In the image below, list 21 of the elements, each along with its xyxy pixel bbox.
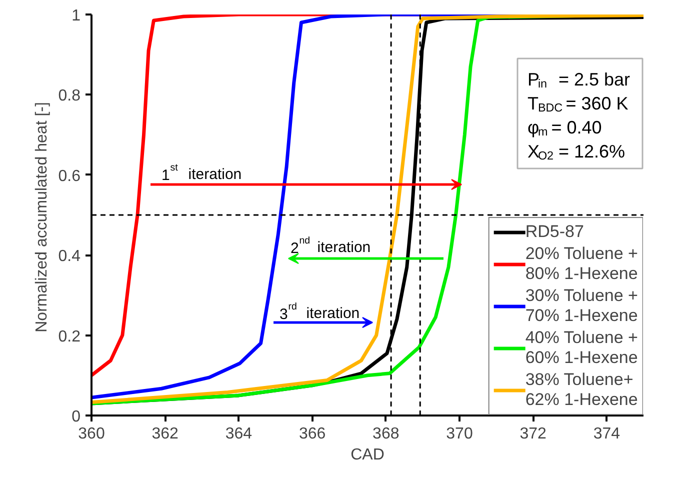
x-tick-label: 360 xyxy=(78,426,105,442)
x-tick-label: 370 xyxy=(446,426,473,442)
legend-label: 38% Toluene+ 62% 1-Hexene xyxy=(525,370,638,410)
y-axis-title: Normalized accumulated heat [-] xyxy=(33,102,50,332)
legend-label: 30% Toluene + 70% 1-Hexene xyxy=(525,286,638,326)
y-tick-label: 1 xyxy=(72,8,81,24)
x-tick-label: 374 xyxy=(593,426,620,442)
x-tick-label: 372 xyxy=(520,426,547,442)
legend-label: RD5-87 xyxy=(525,222,584,242)
x-tick-label: 366 xyxy=(298,426,326,442)
legend-label: 40% Toluene + 60% 1-Hexene xyxy=(525,328,638,368)
y-tick-label: 0.2 xyxy=(58,328,81,346)
y-tick-label: 0 xyxy=(72,408,81,426)
x-tick-label: 364 xyxy=(225,426,252,442)
x-axis-title: CAD xyxy=(350,446,384,464)
legend-label: 20% Toluene + 80% 1-Hexene xyxy=(525,244,638,284)
x-tick-label: 362 xyxy=(152,426,179,442)
y-tick-label: 0.6 xyxy=(58,168,81,185)
y-tick-label: 0.4 xyxy=(58,248,81,266)
x-tick-label: 368 xyxy=(372,426,400,442)
y-tick-label: 0.8 xyxy=(58,88,81,105)
